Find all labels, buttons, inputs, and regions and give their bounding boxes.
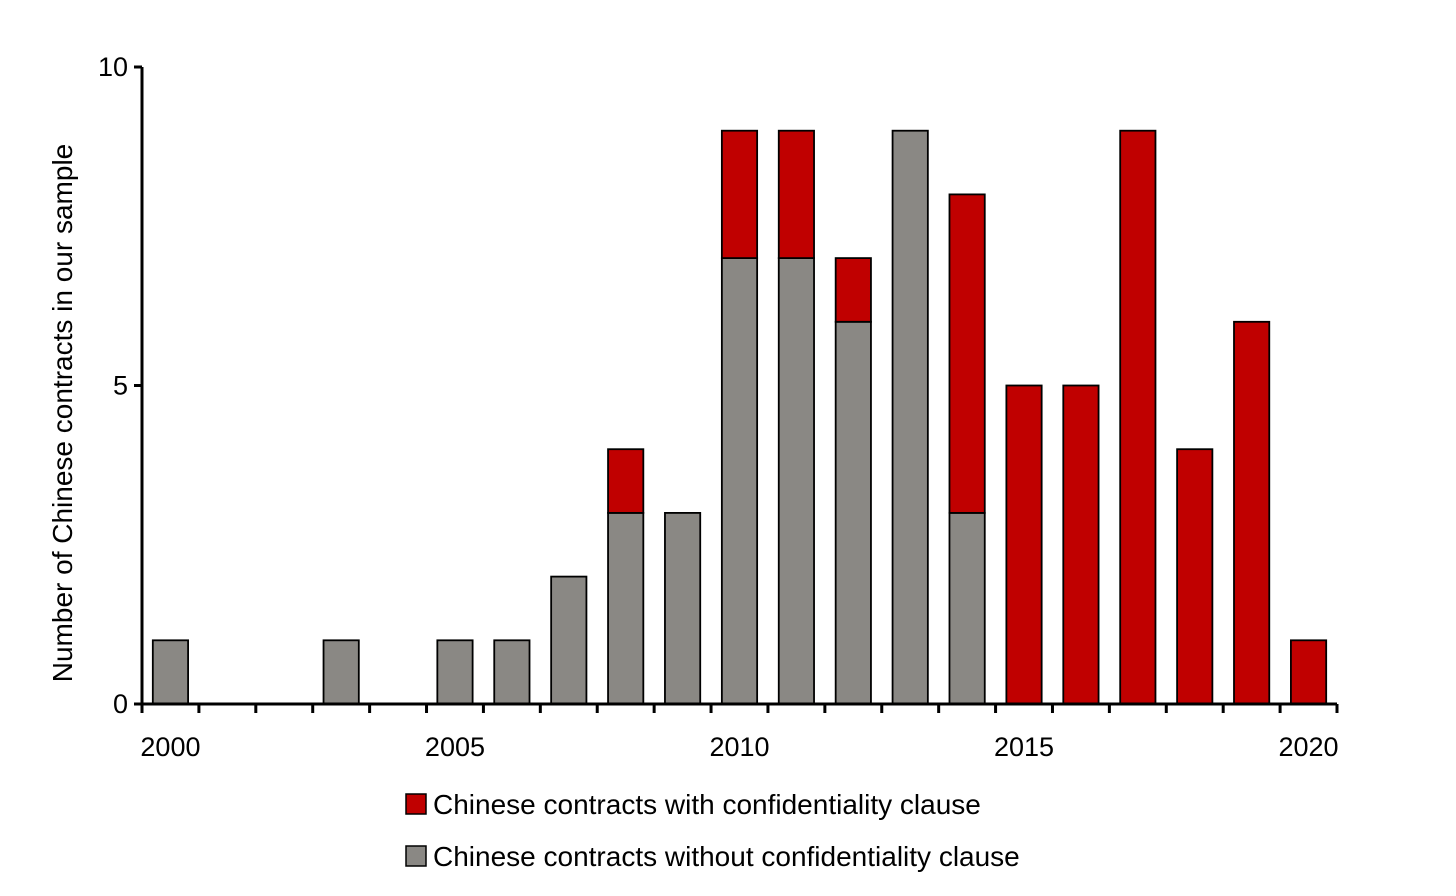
bar-2007-without-clause — [550, 575, 588, 705]
bar-2012-without-clause — [834, 320, 872, 705]
bar-2014-without-clause — [948, 512, 986, 705]
bar-2003-without-clause — [322, 639, 360, 705]
bars-group — [151, 129, 1328, 705]
bar-2011-with-clause — [777, 129, 815, 259]
legend-label-chinese-contracts-with-confidentiality-clause: Chinese contracts with confidentiality c… — [433, 789, 981, 820]
bar-2012-with-clause — [834, 257, 872, 323]
y-tick-label-5: 5 — [113, 371, 128, 401]
y-tick-label-10: 10 — [98, 52, 128, 82]
x-tick-label-2010: 2010 — [709, 732, 769, 762]
bar-2011-without-clause — [777, 257, 815, 705]
bar-2018-with-clause — [1176, 448, 1214, 705]
bar-2006-without-clause — [493, 639, 531, 705]
bar-2019-with-clause — [1233, 320, 1271, 705]
bar-2016-with-clause — [1062, 384, 1100, 705]
bar-2020-with-clause — [1290, 639, 1328, 705]
bar-2000-without-clause — [151, 639, 189, 705]
axes-group: 0 5 10 2000 2005 2010 2015 2020 — [98, 52, 1339, 762]
legend-swatch-chinese-contracts-with-confidentiality-clause — [405, 793, 427, 815]
bar-2013-without-clause — [891, 129, 929, 705]
x-tick-label-2015: 2015 — [994, 732, 1054, 762]
bar-2010-with-clause — [720, 129, 759, 259]
y-tick-label-0: 0 — [113, 689, 128, 719]
bar-2014-with-clause — [948, 193, 986, 514]
x-tick-label-2005: 2005 — [425, 732, 485, 762]
legend-swatch-chinese-contracts-without-confidentiality-clause — [405, 845, 427, 867]
x-tick-label-2000: 2000 — [140, 732, 200, 762]
x-tick-label-2020: 2020 — [1279, 732, 1339, 762]
y-axis-title: Number of Chinese contracts in our sampl… — [47, 144, 78, 682]
bar-2005-without-clause — [436, 639, 474, 705]
bar-2008-without-clause — [607, 512, 645, 705]
bar-2008-with-clause — [607, 448, 645, 514]
bar-2015-with-clause — [1005, 384, 1043, 705]
bar-2010-without-clause — [720, 257, 759, 705]
legend-label-chinese-contracts-without-confidentiality-clause: Chinese contracts without confidentialit… — [433, 841, 1020, 872]
bar-2017-with-clause — [1119, 129, 1157, 705]
legend: Chinese contracts with confidentiality c… — [405, 789, 1020, 872]
bar-2009-without-clause — [664, 512, 702, 705]
